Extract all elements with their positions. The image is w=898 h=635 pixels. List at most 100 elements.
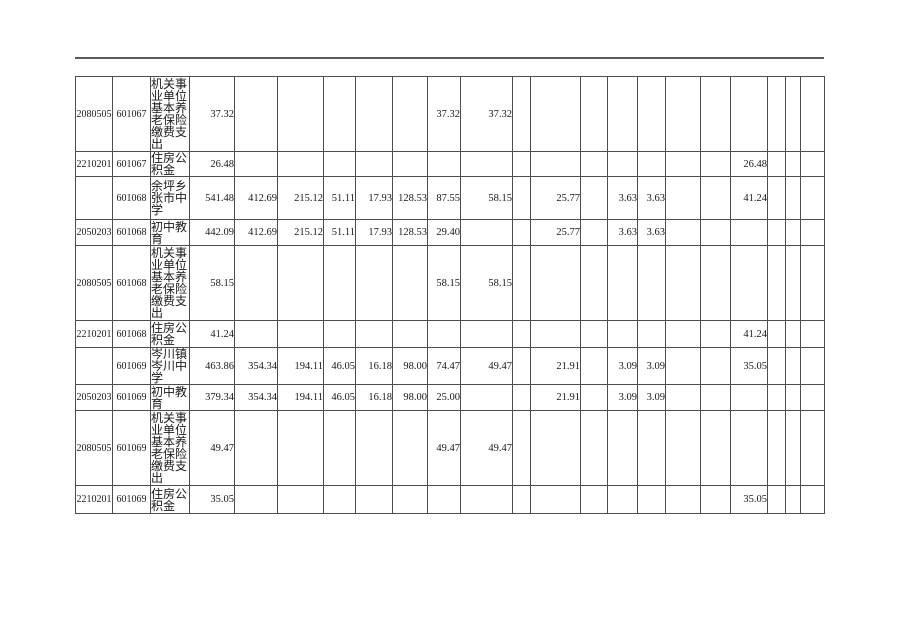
amount-cell: 3.63 [637, 219, 666, 246]
table-row: 2210201 601068 住房公积金 41.24 41.24 [75, 320, 825, 348]
amount-cell: 379.34 [189, 384, 235, 411]
amount-cell [665, 384, 701, 411]
amount-cell [700, 384, 731, 411]
header-rule [75, 57, 824, 59]
amount-cell: 354.34 [234, 347, 278, 385]
amount-cell [234, 245, 278, 321]
amount-cell: 98.00 [392, 384, 428, 411]
amount-cell [785, 176, 801, 220]
amount-cell: 194.11 [277, 384, 324, 411]
amount-cell [700, 245, 731, 321]
amount-cell [637, 485, 666, 514]
amount-cell [785, 76, 801, 152]
amount-cell [637, 151, 666, 177]
amount-cell: 58.15 [460, 176, 513, 220]
amount-cell [323, 76, 356, 152]
amount-cell: 51.11 [323, 176, 356, 220]
amount-cell: 25.77 [530, 219, 581, 246]
function-code-cell: 2210201 [75, 151, 113, 177]
amount-cell [665, 320, 701, 348]
table-row: 2050203 601068 初中教育 442.09 412.69 215.12 51.11… [75, 219, 825, 246]
amount-cell [700, 219, 731, 246]
unit-code-cell: 601068 [112, 245, 151, 321]
amount-cell: 3.09 [637, 384, 666, 411]
amount-cell [234, 320, 278, 348]
amount-cell [392, 151, 428, 177]
budget-table: 2080505 601067 机关事业单位基本养老保险缴费支出 37.32 37.32 3… [75, 76, 825, 514]
amount-cell [580, 384, 608, 411]
amount-cell [665, 151, 701, 177]
table-row: 2080505 601068 机关事业单位基本养老保险缴费支出 58.15 58.15 5… [75, 245, 825, 321]
amount-cell [700, 485, 731, 514]
amount-cell [785, 410, 801, 486]
amount-cell [234, 485, 278, 514]
amount-cell [512, 347, 531, 385]
amount-cell [767, 151, 786, 177]
amount-cell: 58.15 [189, 245, 235, 321]
amount-cell: 35.05 [730, 485, 768, 514]
amount-cell: 58.15 [427, 245, 461, 321]
amount-cell [767, 347, 786, 385]
amount-cell: 41.24 [730, 176, 768, 220]
table-row: 2080505 601069 机关事业单位基本养老保险缴费支出 49.47 49.47 4… [75, 410, 825, 486]
amount-cell: 98.00 [392, 347, 428, 385]
item-name-cell: 余坪乡张市中学 [150, 176, 190, 220]
amount-cell: 3.09 [607, 347, 638, 385]
amount-cell [580, 410, 608, 486]
amount-cell: 3.09 [607, 384, 638, 411]
amount-cell [355, 245, 393, 321]
amount-cell [800, 384, 825, 411]
amount-cell [530, 151, 581, 177]
amount-cell: 25.00 [427, 384, 461, 411]
amount-cell [800, 410, 825, 486]
table-row: 2210201 601067 住房公积金 26.48 26.48 [75, 151, 825, 177]
amount-cell [580, 320, 608, 348]
item-name-cell: 初中教育 [150, 384, 190, 411]
amount-cell [277, 151, 324, 177]
amount-cell [427, 320, 461, 348]
amount-cell: 37.32 [460, 76, 513, 152]
amount-cell [277, 410, 324, 486]
amount-cell: 128.53 [392, 176, 428, 220]
unit-code-cell: 601068 [112, 219, 151, 246]
amount-cell: 41.24 [189, 320, 235, 348]
amount-cell [392, 245, 428, 321]
amount-cell [607, 485, 638, 514]
amount-cell [512, 320, 531, 348]
amount-cell [580, 176, 608, 220]
amount-cell: 87.55 [427, 176, 461, 220]
amount-cell [427, 151, 461, 177]
amount-cell [800, 245, 825, 321]
amount-cell [800, 219, 825, 246]
amount-cell: 3.63 [607, 176, 638, 220]
amount-cell [580, 219, 608, 246]
table-row: 2050203 601069 初中教育 379.34 354.34 194.11 46.05… [75, 384, 825, 411]
function-code-cell: 2080505 [75, 76, 113, 152]
amount-cell [277, 320, 324, 348]
amount-cell [700, 320, 731, 348]
amount-cell: 25.77 [530, 176, 581, 220]
amount-cell [580, 151, 608, 177]
amount-cell [460, 219, 513, 246]
amount-cell [512, 176, 531, 220]
amount-cell: 49.47 [460, 410, 513, 486]
unit-code-cell: 601069 [112, 485, 151, 514]
amount-cell: 21.91 [530, 347, 581, 385]
amount-cell [767, 245, 786, 321]
amount-cell [392, 320, 428, 348]
amount-cell [512, 485, 531, 514]
function-code-cell [75, 176, 113, 220]
amount-cell: 37.32 [427, 76, 461, 152]
amount-cell: 35.05 [730, 347, 768, 385]
unit-code-cell: 601069 [112, 410, 151, 486]
amount-cell [665, 485, 701, 514]
amount-cell [730, 410, 768, 486]
item-name-cell: 初中教育 [150, 219, 190, 246]
item-name-cell: 机关事业单位基本养老保险缴费支出 [150, 76, 190, 152]
amount-cell [580, 76, 608, 152]
amount-cell [355, 485, 393, 514]
function-code-cell: 2050203 [75, 384, 113, 411]
amount-cell [785, 151, 801, 177]
amount-cell [665, 410, 701, 486]
